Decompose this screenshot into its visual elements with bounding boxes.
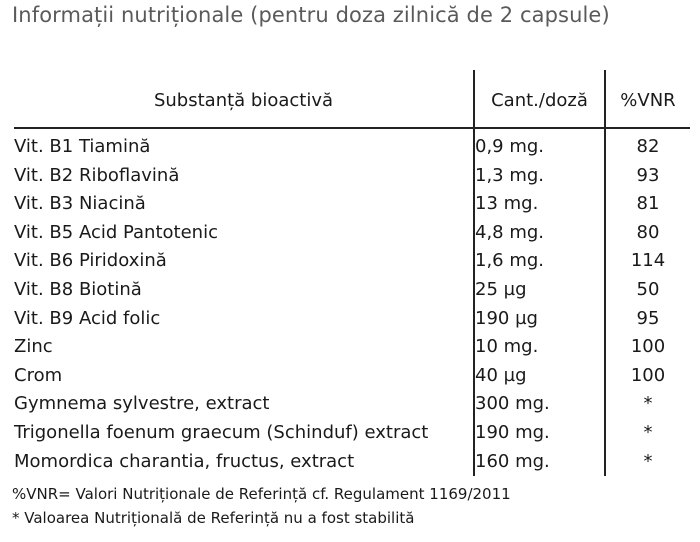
table-row: Crom 40 µg 100 (14, 361, 690, 391)
substance-amount: 300 mg. (473, 390, 605, 419)
substance-name: Momordica charantia, fructus, extract (14, 450, 355, 472)
substance-name: Crom (14, 364, 63, 386)
substance-name: Vit. B1 Tiamină (14, 136, 151, 157)
substance-vnr: 93 (604, 161, 690, 191)
substance-vnr: 95 (604, 304, 690, 334)
table-row: Vit. B1 Tiamină 0,9 mg. 82 (14, 128, 690, 162)
table-row: Vit. B5 Acid Pantotenic 4,8 mg. 80 (14, 218, 690, 248)
substance-amount: 13 mg. (473, 190, 605, 219)
table-row: Zinc 10 mg. 100 (14, 333, 690, 362)
substance-vnr: 80 (604, 218, 690, 248)
substance-amount: 10 mg. (473, 333, 605, 362)
substance-name: Vit. B8 Biotină (14, 278, 142, 300)
header-vnr: %VNR (604, 70, 690, 128)
nutrition-table: Substanță bioactivă Cant./doză %VNR Vit.… (14, 70, 690, 477)
substance-amount: 1,6 mg. (473, 247, 605, 276)
substance-amount: 4,8 mg. (473, 218, 605, 248)
substance-amount: 1,3 mg. (473, 161, 605, 191)
table-row: Momordica charantia, fructus, extract 16… (14, 447, 690, 477)
substance-amount: 25 µg (473, 275, 605, 305)
substance-name: Vit. B6 Piridoxină (14, 250, 167, 272)
substance-vnr: * (604, 418, 690, 448)
substance-vnr: 100 (604, 333, 690, 362)
page-title: Informații nutriționale (pentru doza zil… (12, 3, 610, 27)
substance-amount: 0,9 mg. (473, 128, 605, 162)
table-row: Vit. B8 Biotină 25 µg 50 (14, 275, 690, 305)
table-row: Vit. B6 Piridoxină 1,6 mg. 114 (14, 247, 690, 276)
substance-vnr: 82 (604, 128, 690, 162)
table-row: Vit. B3 Niacină 13 mg. 81 (14, 190, 690, 219)
substance-vnr: 100 (604, 361, 690, 391)
substance-name: Vit. B5 Acid Pantotenic (14, 221, 218, 243)
substance-amount: 190 mg. (473, 418, 605, 448)
substance-vnr: * (604, 390, 690, 419)
substance-vnr: 81 (604, 190, 690, 219)
header-amount: Cant./doză (473, 70, 605, 128)
vnr-definition-footnote: %VNR= Valori Nutriționale de Referință c… (12, 485, 511, 503)
table-row: Trigonella foenum graecum (Schinduf) ext… (14, 418, 690, 448)
substance-vnr: 50 (604, 275, 690, 305)
header-substance: Substanță bioactivă (153, 89, 334, 111)
substance-name: Vit. B3 Niacină (14, 193, 146, 215)
substance-amount: 40 µg (473, 361, 605, 391)
substance-name: Zinc (14, 336, 53, 358)
table-header-row: Substanță bioactivă Cant./doză %VNR (14, 70, 690, 128)
asterisk-footnote: * Valoarea Nutrițională de Referință nu … (12, 509, 415, 527)
substance-amount: 190 µg (473, 304, 605, 334)
substance-amount: 160 mg. (473, 447, 605, 477)
substance-name: Gymnema sylvestre, extract (14, 393, 270, 415)
substance-name: Vit. B2 Riboflavină (14, 164, 180, 186)
substance-name: Vit. B9 Acid folic (14, 307, 161, 329)
substance-name: Trigonella foenum graecum (Schinduf) ext… (14, 421, 429, 443)
table-row: Vit. B9 Acid folic 190 µg 95 (14, 304, 690, 334)
table-row: Vit. B2 Riboflavină 1,3 mg. 93 (14, 161, 690, 191)
substance-vnr: 114 (604, 247, 690, 276)
table-row: Gymnema sylvestre, extract 300 mg. * (14, 390, 690, 419)
substance-vnr: * (604, 447, 690, 477)
